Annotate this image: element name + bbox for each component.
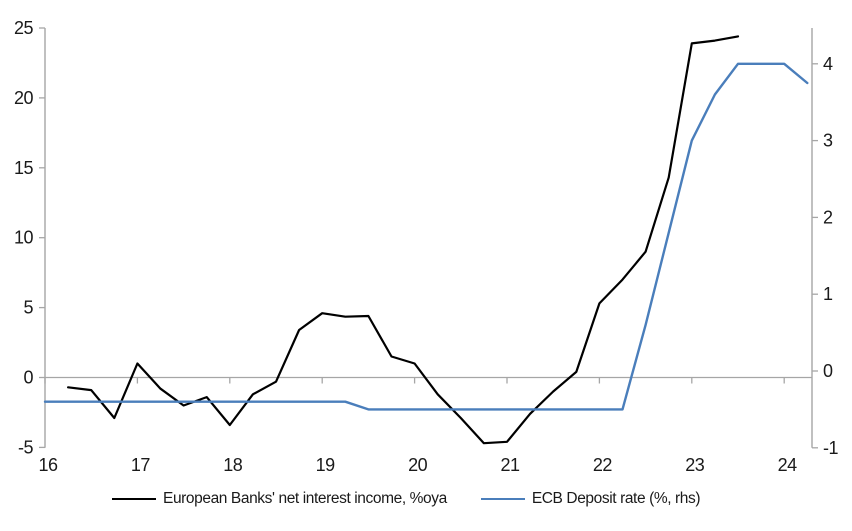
legend-label-ecb-deposit-rate: ECB Deposit rate (%, rhs) [531,490,701,507]
left-axis-tick-label: 5 [23,298,33,318]
right-axis-tick-label: 2 [823,207,833,227]
x-axis-tick-label: 18 [223,455,243,475]
left-axis-tick-label: -5 [18,437,33,457]
legend-label-net-interest-income: European Banks' net interest income, %oy… [163,490,447,507]
left-axis-tick-label: 10 [14,228,34,248]
x-axis-tick-label: 16 [38,455,58,475]
x-axis-tick-label: 22 [593,455,613,475]
series-line-ecb-deposit-rate [43,62,809,411]
left-axis-tick-label: 20 [14,88,34,108]
left-axis-tick-label: 15 [14,158,34,178]
right-axis-tick-label: 4 [823,54,833,74]
x-axis-tick-label: 23 [685,455,705,475]
x-axis-tick-label: 24 [778,455,798,475]
series-line-net-interest-income [66,35,740,445]
chart-legend: European Banks' net interest income, %oy… [112,490,701,508]
right-axis-tick-label: 0 [823,361,833,381]
left-axis-tick-label: 25 [14,18,34,38]
x-axis-tick-label: 17 [131,455,151,475]
x-axis-tick-label: 19 [316,455,336,475]
legend-line-swatch-blue [480,498,525,500]
x-axis-tick-label: 20 [408,455,428,475]
legend-entry-ecb-deposit-rate: ECB Deposit rate (%, rhs) [480,490,701,508]
right-axis-tick-label: -1 [823,438,838,458]
left-axis-tick-label: 0 [23,368,33,388]
legend-line-swatch-black [112,498,156,500]
x-axis-tick-label: 21 [500,455,520,475]
right-axis-tick-label: 1 [823,284,833,304]
right-axis-tick-label: 3 [823,131,833,151]
legend-entry-net-interest-income: European Banks' net interest income, %oy… [112,490,447,508]
